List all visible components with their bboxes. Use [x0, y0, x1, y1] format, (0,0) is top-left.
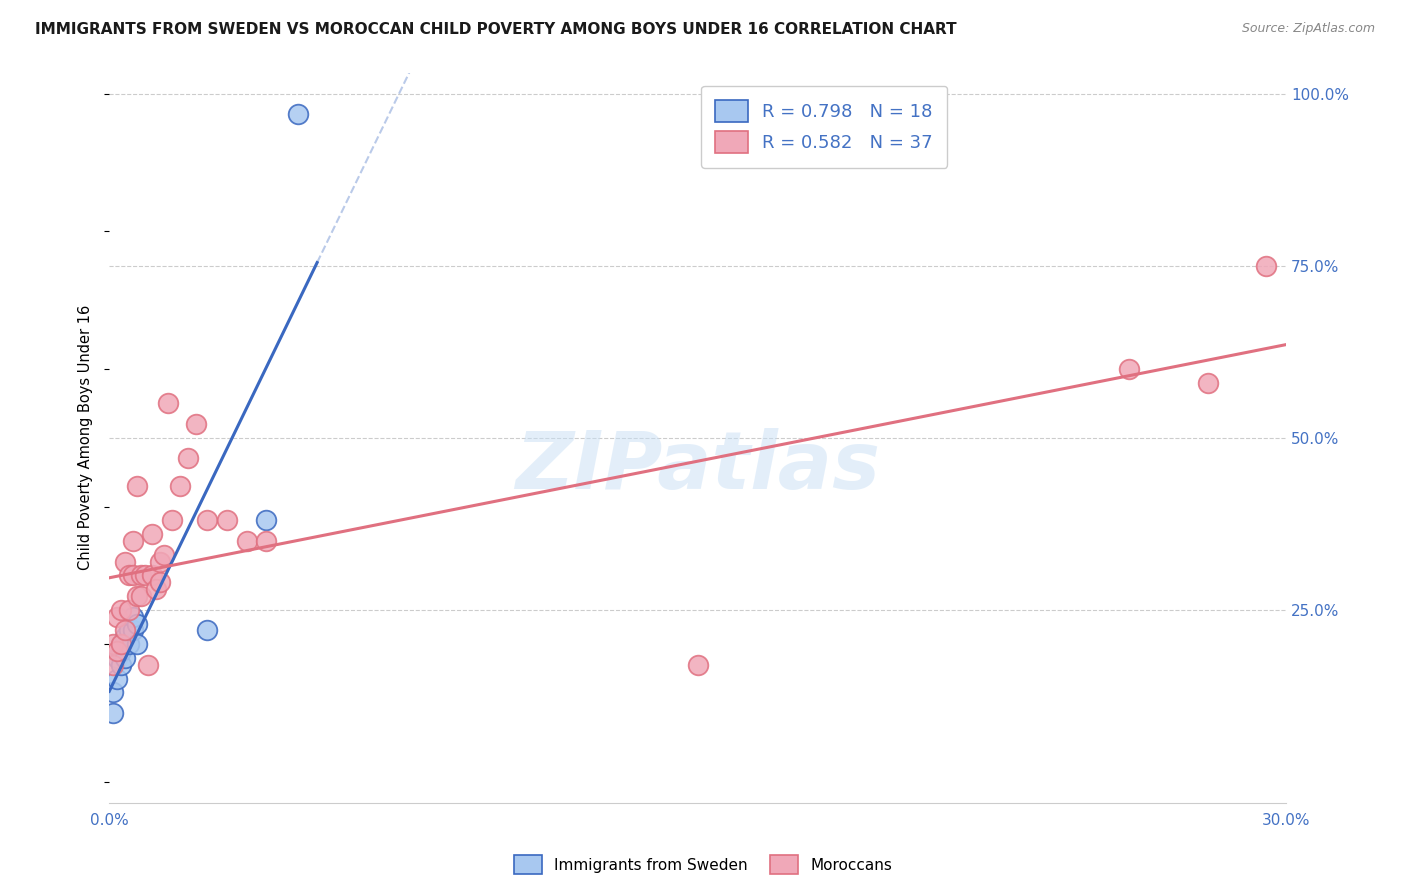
Point — [125, 616, 148, 631]
Point — [145, 582, 167, 597]
Point — [138, 657, 160, 672]
Point — [1118, 362, 1140, 376]
Point — [254, 533, 277, 548]
Point — [235, 533, 257, 548]
Point — [160, 513, 183, 527]
Y-axis label: Child Poverty Among Boys Under 16: Child Poverty Among Boys Under 16 — [79, 305, 93, 570]
Point — [110, 637, 132, 651]
Point — [110, 637, 132, 651]
Point — [195, 513, 218, 527]
Point — [129, 589, 152, 603]
Point — [125, 479, 148, 493]
Point — [149, 575, 172, 590]
Point — [114, 631, 136, 645]
Point — [101, 685, 124, 699]
Point — [125, 637, 148, 651]
Text: ZIPatlas: ZIPatlas — [515, 428, 880, 506]
Point — [121, 568, 143, 582]
Point — [149, 555, 172, 569]
Point — [287, 107, 309, 121]
Point — [118, 637, 141, 651]
Point — [153, 548, 176, 562]
Point — [101, 657, 124, 672]
Point — [105, 651, 128, 665]
Point — [101, 637, 124, 651]
Legend: R = 0.798   N = 18, R = 0.582   N = 37: R = 0.798 N = 18, R = 0.582 N = 37 — [702, 86, 948, 168]
Point — [169, 479, 191, 493]
Point — [110, 603, 132, 617]
Point — [157, 396, 180, 410]
Legend: Immigrants from Sweden, Moroccans: Immigrants from Sweden, Moroccans — [508, 849, 898, 880]
Point — [184, 417, 207, 431]
Point — [195, 624, 218, 638]
Text: Source: ZipAtlas.com: Source: ZipAtlas.com — [1241, 22, 1375, 36]
Point — [121, 624, 143, 638]
Point — [114, 651, 136, 665]
Point — [125, 589, 148, 603]
Point — [176, 451, 198, 466]
Point — [686, 657, 709, 672]
Point — [110, 644, 132, 658]
Text: IMMIGRANTS FROM SWEDEN VS MOROCCAN CHILD POVERTY AMONG BOYS UNDER 16 CORRELATION: IMMIGRANTS FROM SWEDEN VS MOROCCAN CHILD… — [35, 22, 956, 37]
Point — [121, 533, 143, 548]
Point — [105, 644, 128, 658]
Point — [141, 568, 163, 582]
Point — [134, 568, 156, 582]
Point — [141, 527, 163, 541]
Point — [118, 568, 141, 582]
Point — [105, 672, 128, 686]
Point — [114, 555, 136, 569]
Point — [129, 568, 152, 582]
Point — [1256, 259, 1278, 273]
Point — [1197, 376, 1219, 390]
Point — [118, 624, 141, 638]
Point — [121, 609, 143, 624]
Point — [118, 603, 141, 617]
Point — [110, 657, 132, 672]
Point — [105, 609, 128, 624]
Point — [114, 624, 136, 638]
Point — [101, 706, 124, 720]
Point — [254, 513, 277, 527]
Point — [215, 513, 238, 527]
